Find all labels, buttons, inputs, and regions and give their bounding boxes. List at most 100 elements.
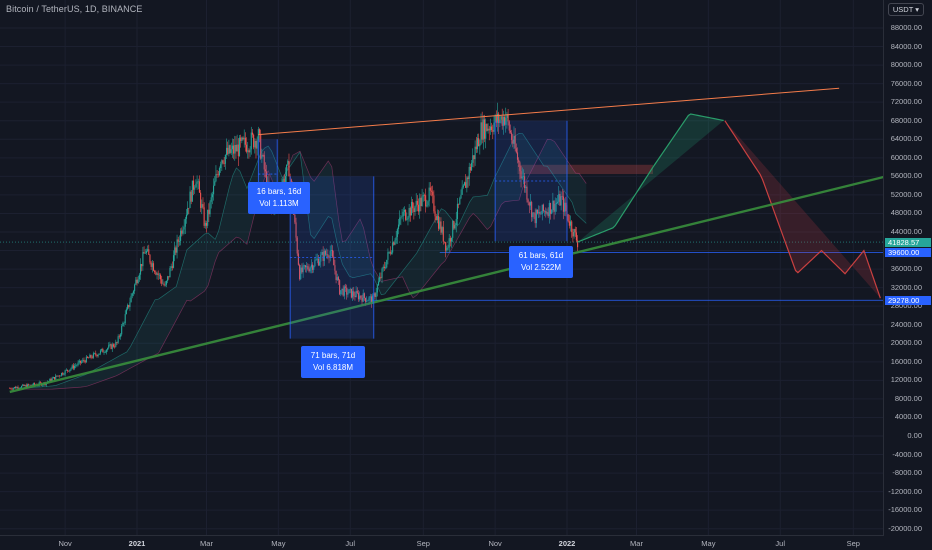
candle-body [12, 388, 14, 390]
candle-body [407, 217, 409, 220]
candle-body [143, 252, 145, 254]
candle-body [487, 128, 489, 131]
candle-body [572, 232, 574, 237]
candle-body [409, 207, 411, 216]
candle-body [10, 388, 12, 389]
candle-body [414, 206, 416, 213]
candle-body [127, 305, 129, 310]
candle-body [433, 195, 435, 212]
candle-body [53, 376, 56, 380]
candle-body [350, 288, 352, 298]
price-scale[interactable]: 88000.00 84000.00 80000.00 76000.00 72000.00… [883, 0, 932, 538]
time-tick-label: Mar [200, 539, 213, 548]
time-scale[interactable]: Nov 2021 Mar May Jul Sep Nov 2022 Mar May Jul Sep [0, 535, 884, 550]
price-tick-label: 32000.00 [890, 282, 922, 292]
candle-body [139, 263, 142, 275]
candle-body [493, 122, 495, 132]
candle-body [392, 242, 394, 253]
candle-body [368, 297, 370, 301]
candle-body [492, 130, 494, 132]
candle-body [374, 293, 376, 297]
candle-body [456, 203, 458, 220]
candle-body [387, 252, 389, 260]
candle-body [334, 265, 336, 271]
candle-body [500, 116, 502, 120]
candle-body [90, 354, 92, 358]
candle-body [211, 194, 213, 198]
candle-body [511, 132, 513, 140]
measure-info-box: 16 bars, 16d Vol 1.113M [248, 182, 310, 214]
candle-body [473, 155, 475, 160]
candle-body [85, 356, 87, 363]
measure-volume-label: Vol 1.113M [259, 199, 299, 208]
candle-body [168, 276, 170, 278]
candle-body [467, 177, 469, 180]
candlestick-series [9, 102, 579, 391]
candle-body [195, 183, 197, 188]
candle-body [74, 365, 76, 369]
candle-body [118, 336, 120, 337]
candle-body [508, 121, 510, 131]
candle-body [309, 267, 311, 272]
price-tick-label: 16000.00 [890, 356, 922, 366]
candle-body [188, 207, 190, 209]
candle-body [363, 293, 365, 298]
candle-body [442, 227, 444, 242]
candle-body [261, 155, 263, 159]
candle-body [110, 344, 112, 349]
candle-body [376, 285, 378, 293]
candle-body [380, 276, 382, 278]
candle-body [440, 221, 442, 233]
price-tick-label: 80000.00 [890, 60, 922, 70]
candle-body [200, 192, 202, 208]
time-tick-label: Sep [416, 539, 430, 548]
candle-body [330, 249, 332, 251]
candle-body [541, 204, 543, 215]
candle-body [366, 300, 368, 302]
candle-body [104, 352, 106, 353]
candle-body [435, 216, 437, 220]
candle-body [534, 213, 536, 224]
candle-body [33, 383, 36, 385]
candle-body [547, 212, 549, 217]
measure-bars-label: 16 bars, 16d [256, 187, 302, 196]
candle-body [488, 128, 490, 131]
candle-body [124, 314, 126, 323]
candle-body [82, 359, 84, 362]
candle-body [121, 325, 123, 335]
currency-selector[interactable]: USDT ▾ [887, 3, 924, 16]
candle-body [575, 232, 577, 241]
candle-body [22, 384, 24, 386]
price-badge: 39600.00 [885, 247, 931, 257]
candle-body [327, 254, 329, 257]
candle-body [131, 293, 133, 296]
candle-body [521, 176, 523, 179]
time-tick-label: May [701, 539, 716, 548]
projection-up-line [577, 113, 724, 243]
candle-body [516, 152, 519, 160]
candle-body [230, 149, 232, 153]
candle-body [176, 239, 178, 253]
candle-body [357, 293, 360, 300]
candle-body [122, 323, 124, 326]
price-tick-label: 84000.00 [890, 41, 922, 51]
candle-body [359, 295, 361, 300]
candle-body [335, 270, 337, 280]
candle-body [406, 219, 408, 220]
candle-body [220, 164, 222, 169]
candle-body [434, 211, 436, 217]
candle-body [175, 247, 177, 253]
price-tick-label: -16000.00 [888, 505, 922, 515]
candle-body [306, 266, 308, 268]
ichimoku-cloud [20, 133, 587, 390]
candle-body [266, 171, 268, 190]
candle-body [395, 237, 397, 241]
candle-body [419, 197, 421, 212]
candle-body [346, 287, 348, 295]
candle-body [383, 266, 385, 268]
upper-trendline [258, 87, 840, 136]
candle-body [529, 201, 532, 206]
candle-body [208, 209, 210, 215]
candle-body [509, 130, 512, 133]
